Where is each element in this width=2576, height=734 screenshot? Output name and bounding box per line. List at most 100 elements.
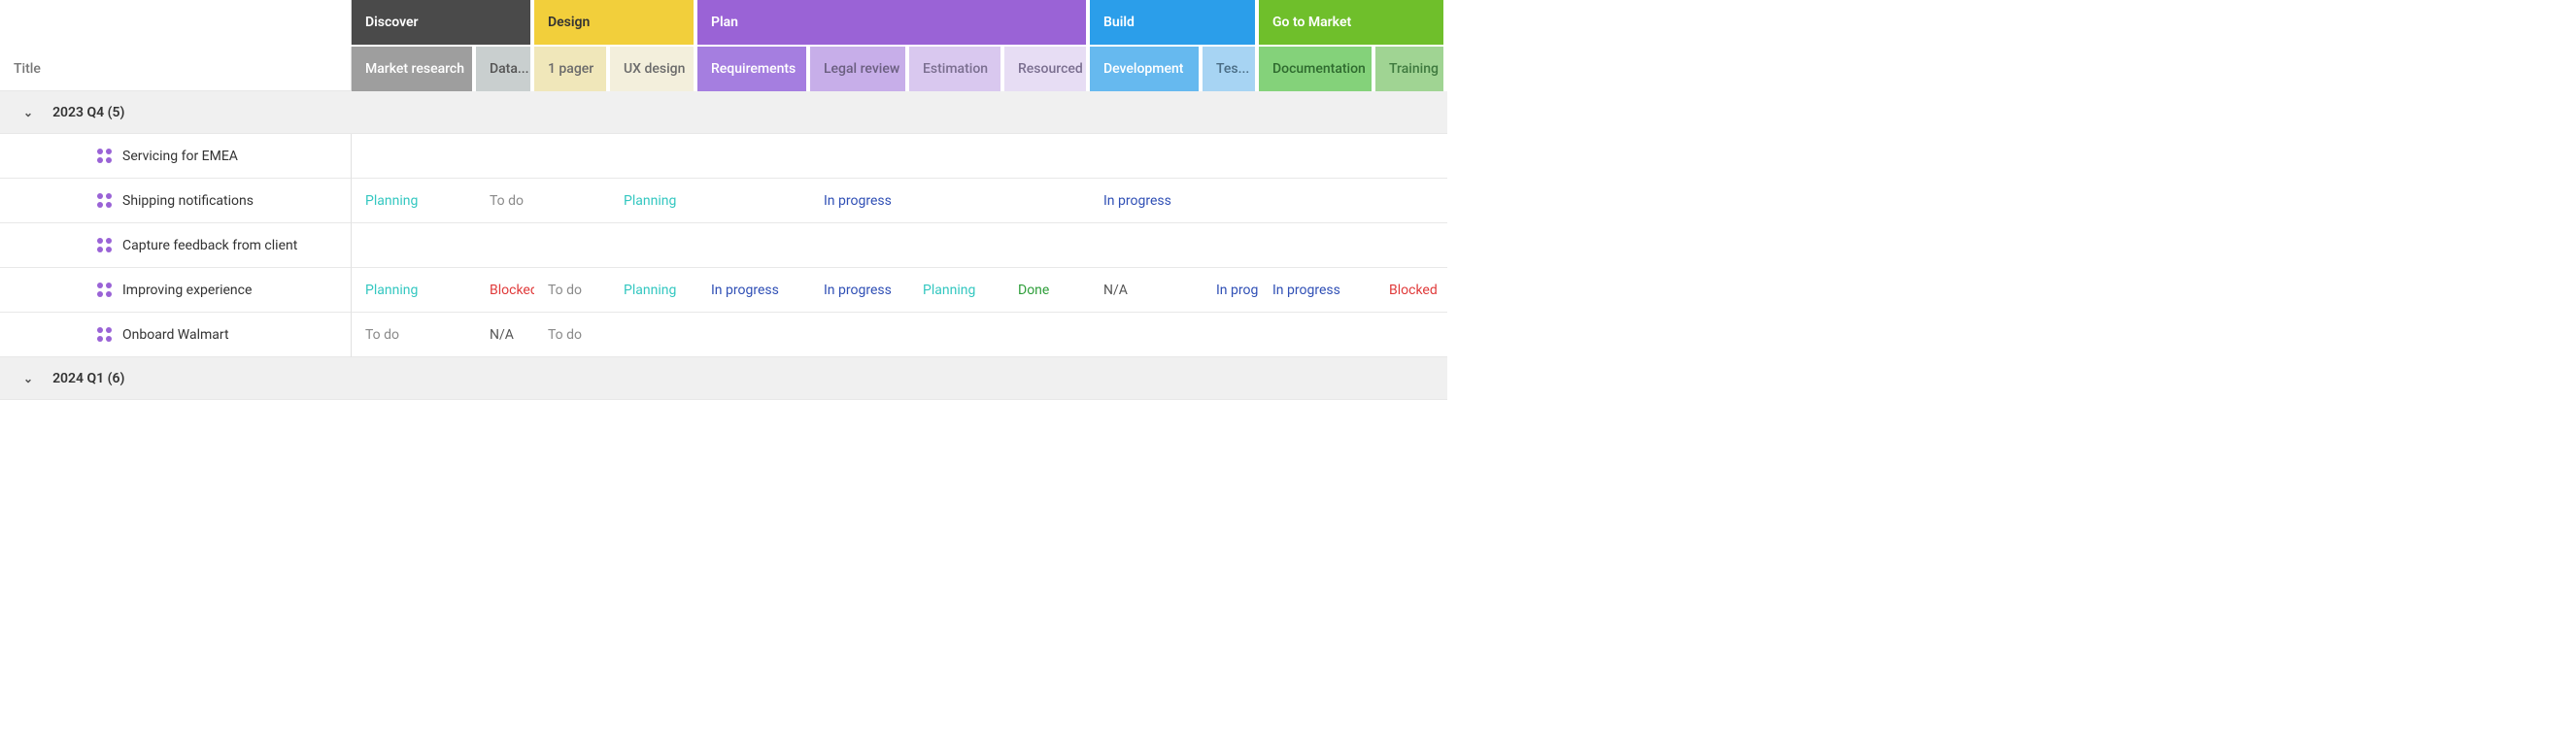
status-cell[interactable] [534, 223, 610, 268]
status-cell[interactable] [352, 134, 476, 179]
status-cell[interactable]: To do [534, 313, 610, 357]
status-cell[interactable] [810, 134, 909, 179]
status-cell[interactable] [476, 223, 534, 268]
status-cell[interactable] [610, 134, 697, 179]
status-cell[interactable]: Blocked [476, 268, 534, 313]
stage-header-documentation[interactable]: Documentation [1259, 47, 1372, 91]
status-cell[interactable] [1090, 134, 1203, 179]
status-cell[interactable]: In progress [1090, 179, 1203, 223]
status-cell[interactable]: In progress [810, 179, 909, 223]
status-cell[interactable] [610, 223, 697, 268]
status-cell[interactable]: Done [1004, 268, 1090, 313]
status-cell[interactable]: In progress [697, 268, 810, 313]
stage-label: Requirements [711, 61, 796, 77]
status-cell[interactable] [697, 134, 810, 179]
stage-header-market_research[interactable]: Market research [352, 47, 472, 91]
status-cell[interactable] [810, 313, 909, 357]
status-cell[interactable] [909, 223, 1004, 268]
stage-header-requirements[interactable]: Requirements [697, 47, 806, 91]
phase-header-gtm[interactable]: Go to Market [1259, 0, 1443, 45]
stage-header-ux_design[interactable]: UX design [610, 47, 694, 91]
status-cell[interactable]: To do [534, 268, 610, 313]
status-cell[interactable] [1375, 223, 1447, 268]
status-cell[interactable] [1203, 313, 1259, 357]
status-cell[interactable] [1259, 179, 1375, 223]
group-label: 2024 Q1 (6) [52, 371, 124, 386]
status-cell[interactable]: N/A [1090, 268, 1203, 313]
status-cell[interactable]: In progre [1203, 268, 1259, 313]
phase-header-plan[interactable]: Plan [697, 0, 1086, 45]
stage-header-estimation[interactable]: Estimation [909, 47, 1000, 91]
status-cell[interactable] [1375, 179, 1447, 223]
status-cell[interactable] [1203, 179, 1259, 223]
status-cell[interactable] [1004, 134, 1090, 179]
status-cell[interactable] [1375, 313, 1447, 357]
status-cell[interactable] [1004, 223, 1090, 268]
phase-header-discover[interactable]: Discover [352, 0, 530, 45]
status-cell[interactable] [352, 223, 476, 268]
status-cell[interactable] [1375, 134, 1447, 179]
phase-label: Plan [711, 15, 738, 30]
status-cell[interactable]: Planning [610, 179, 697, 223]
phase-label: Build [1103, 15, 1135, 30]
stage-header-training[interactable]: Training [1375, 47, 1443, 91]
status-cell[interactable] [1090, 313, 1203, 357]
status-value: To do [490, 193, 524, 209]
phase-header-build[interactable]: Build [1090, 0, 1255, 45]
status-cell[interactable]: To do [476, 179, 534, 223]
group-header[interactable]: ⌄2024 Q1 (6) [0, 357, 1447, 400]
stage-label: UX design [624, 61, 685, 77]
status-cell[interactable] [1259, 223, 1375, 268]
status-value: Blocked [1389, 283, 1438, 298]
phase-label: Design [548, 15, 590, 30]
status-value: In progress [711, 283, 779, 298]
status-cell[interactable]: Planning [610, 268, 697, 313]
group-header[interactable]: ⌄2023 Q4 (5) [0, 91, 1447, 134]
stage-header-development[interactable]: Development [1090, 47, 1199, 91]
status-cell[interactable]: In progress [810, 268, 909, 313]
column-header-title[interactable]: Title [0, 47, 352, 91]
stage-header-one_pager[interactable]: 1 pager [534, 47, 606, 91]
status-value: To do [548, 283, 582, 298]
row-title-cell[interactable]: Improving experience [0, 268, 352, 313]
row-title-cell[interactable]: Capture feedback from client [0, 223, 352, 268]
status-cell[interactable]: Planning [352, 268, 476, 313]
phase-header-design[interactable]: Design [534, 0, 694, 45]
status-cell[interactable] [476, 134, 534, 179]
status-cell[interactable]: To do [352, 313, 476, 357]
status-cell[interactable] [909, 179, 1004, 223]
status-cell[interactable] [1004, 313, 1090, 357]
status-cell[interactable] [697, 223, 810, 268]
status-cell[interactable] [1090, 223, 1203, 268]
status-cell[interactable] [1259, 313, 1375, 357]
stage-label: Estimation [923, 61, 988, 77]
status-cell[interactable] [1259, 134, 1375, 179]
status-cell[interactable]: N/A [476, 313, 534, 357]
stage-header-resourced[interactable]: Resourced [1004, 47, 1086, 91]
status-cell[interactable] [610, 313, 697, 357]
status-cell[interactable] [1203, 134, 1259, 179]
status-cell[interactable] [1203, 223, 1259, 268]
status-cell[interactable]: In progress [1259, 268, 1375, 313]
status-cell[interactable] [534, 179, 610, 223]
stage-header-legal_review[interactable]: Legal review [810, 47, 905, 91]
status-cell[interactable] [697, 313, 810, 357]
status-cell[interactable]: Planning [352, 179, 476, 223]
status-value: In progress [824, 283, 892, 298]
status-cell[interactable] [1004, 179, 1090, 223]
stage-label: Legal review [824, 61, 899, 77]
status-cell[interactable]: Blocked [1375, 268, 1447, 313]
stage-header-testing[interactable]: Tes... [1203, 47, 1255, 91]
status-value: In progress [1272, 283, 1340, 298]
status-cell[interactable] [534, 134, 610, 179]
row-title-cell[interactable]: Shipping notifications [0, 179, 352, 223]
status-cell[interactable]: Planning [909, 268, 1004, 313]
status-cell[interactable] [810, 223, 909, 268]
row-title-cell[interactable]: Onboard Walmart [0, 313, 352, 357]
status-value: Planning [365, 283, 418, 298]
row-title-cell[interactable]: Servicing for EMEA [0, 134, 352, 179]
status-cell[interactable] [909, 313, 1004, 357]
status-cell[interactable] [697, 179, 810, 223]
status-cell[interactable] [909, 134, 1004, 179]
stage-header-data[interactable]: Data... [476, 47, 530, 91]
